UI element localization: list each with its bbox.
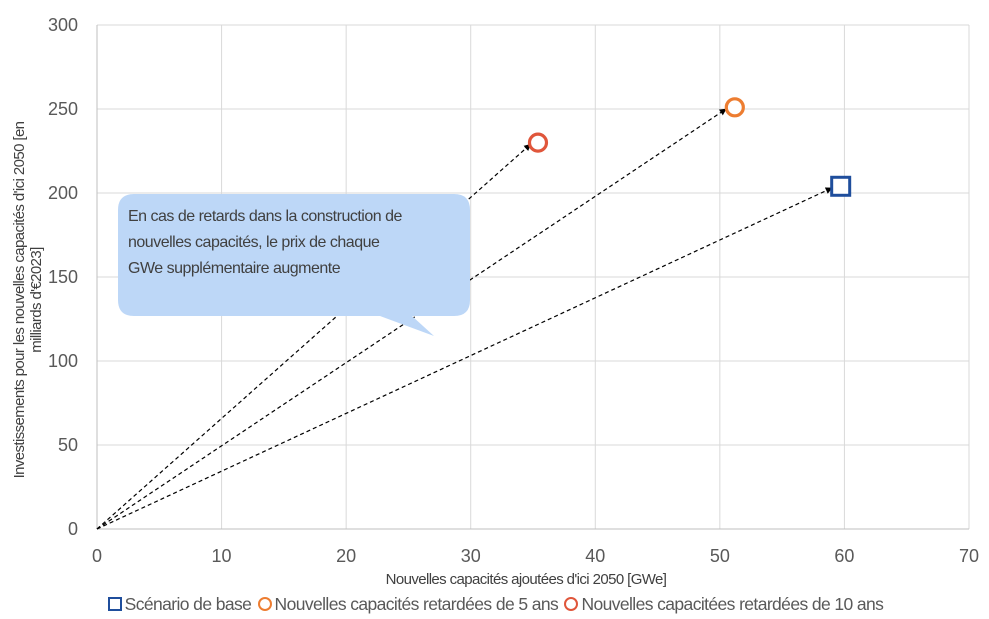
data-points	[527, 97, 852, 197]
circle-point	[724, 97, 745, 118]
callout-text-line: nouvelles capacités, le prix de chaque	[128, 234, 380, 251]
x-tick-label: 20	[336, 546, 356, 566]
x-tick-label: 50	[710, 546, 730, 566]
callout-text-line: En cas de retards dans la construction d…	[128, 208, 402, 225]
y-axis-label-line1: Investissements pour les nouvelles capac…	[11, 121, 28, 478]
x-tick-label: 10	[212, 546, 232, 566]
x-tick-label: 60	[834, 546, 854, 566]
callout-text-line: GWe supplémentaire augmente	[128, 260, 341, 277]
circle-marker-icon	[564, 597, 579, 611]
y-tick-label: 250	[48, 99, 78, 119]
circle-marker-icon	[257, 597, 272, 611]
y-tick-label: 50	[58, 435, 78, 455]
square-point	[830, 175, 852, 197]
callout-bubble	[118, 194, 470, 336]
legend-item-delay-10: Nouvelles capacitées retardées de 10 ans	[562, 594, 884, 615]
callout: En cas de retards dans la construction d…	[118, 194, 470, 336]
y-tick-label: 0	[68, 519, 78, 539]
axes: 0 50 100 150 200 250 300 0 10 20 30 40 50 60 70	[48, 15, 979, 566]
scatter-chart: 0 50 100 150 200 250 300 0 10 20 30 40 50 60 70 En cas…	[11, 15, 979, 588]
trend-arrows	[96, 108, 833, 530]
legend: Scénario de base Nouvelles capacités ret…	[0, 594, 989, 615]
y-axis-label-line2: milliards d'€2023]	[28, 247, 45, 353]
legend-label-delay-5: Nouvelles capacités retardées de 5 ans	[274, 594, 559, 614]
x-tick-label: 30	[461, 546, 481, 566]
dashed-arrow	[96, 187, 833, 530]
x-tick-label: 70	[959, 546, 979, 566]
square-marker-icon	[107, 597, 122, 611]
x-axis-label: Nouvelles capacités ajoutées d'ici 2050 …	[386, 571, 667, 588]
x-tick-label: 0	[92, 546, 102, 566]
legend-label-base: Scénario de base	[124, 594, 252, 614]
x-tick-label: 40	[585, 546, 605, 566]
circle-point	[527, 132, 549, 153]
legend-item-delay-5: Nouvelles capacités retardées de 5 ans	[256, 594, 559, 615]
y-tick-label: 300	[48, 15, 78, 35]
y-tick-label: 200	[48, 183, 78, 203]
legend-label-delay-10: Nouvelles capacitées retardées de 10 ans	[581, 594, 884, 614]
y-tick-label: 150	[48, 267, 78, 287]
y-tick-label: 100	[48, 351, 78, 371]
legend-item-base: Scénario de base	[106, 594, 252, 615]
